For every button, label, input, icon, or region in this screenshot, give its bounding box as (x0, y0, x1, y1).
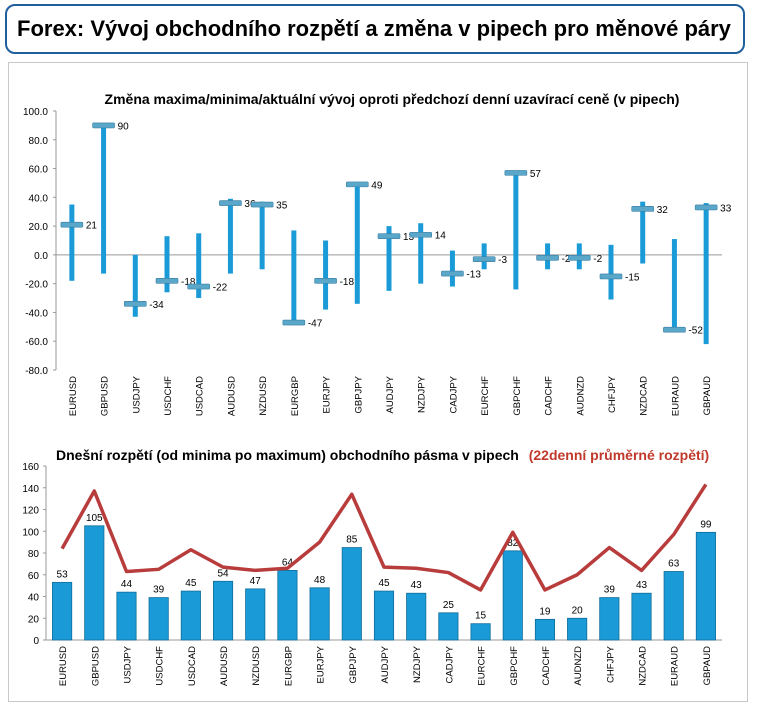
range-category-label: GBPAUD (702, 376, 713, 416)
range-value-label: -18 (181, 277, 196, 288)
range-value-label: 90 (118, 121, 130, 132)
current-marker (377, 233, 401, 239)
range-bar (449, 250, 455, 287)
range-category-label: CADCHF (544, 376, 555, 416)
range-value-label: 36 (244, 199, 256, 210)
range-value-label: -34 (149, 300, 164, 311)
range-bar (101, 123, 107, 274)
current-marker (219, 200, 242, 206)
range-category-label: AUDNZD (575, 376, 586, 416)
range-value-label: -22 (213, 283, 228, 294)
current-marker (155, 277, 179, 284)
range-value-label: -2 (593, 254, 602, 265)
current-marker (282, 319, 306, 326)
range-y-tick-label: 80.0 (29, 136, 49, 147)
range-value-label: -15 (625, 272, 640, 283)
range-category-label: CHFJPY (607, 375, 618, 413)
range-category-label: GBPJPY (353, 375, 364, 413)
range-value-label: 49 (371, 180, 383, 191)
current-marker (694, 204, 718, 211)
current-marker (250, 201, 274, 208)
current-marker (60, 221, 84, 228)
range-value-label: 33 (720, 203, 732, 214)
range-category-label: NZDCAD (639, 376, 650, 416)
range-bar (164, 236, 170, 293)
range-category-label: GBPUSD (100, 376, 111, 416)
range-category-label: USDCAD (195, 376, 206, 416)
range-chart-title: Změna maxima/minima/aktuální vývoj oprot… (105, 91, 680, 107)
range-category-label: NZDJPY (417, 375, 428, 413)
range-value-label: 57 (530, 169, 542, 180)
range-bar (386, 226, 392, 291)
range-value-label: 14 (435, 231, 447, 242)
range-value-label: -52 (688, 326, 703, 337)
range-category-label: USDCHF (163, 376, 174, 416)
range-y-tick-label: 20.0 (29, 222, 49, 233)
range-y-tick-label: 40.0 (29, 193, 49, 204)
range-category-label: EURJPY (322, 375, 333, 413)
range-bar (132, 254, 138, 317)
range-y-tick-label: -60.0 (25, 337, 48, 348)
range-bar (513, 171, 519, 290)
range-y-tick-label: -20.0 (25, 280, 48, 291)
range-value-label: -18 (340, 277, 355, 288)
current-marker (314, 277, 337, 284)
range-category-label: AUDUSD (226, 376, 237, 416)
range-value-label: -47 (308, 319, 323, 330)
current-marker (663, 326, 686, 333)
current-marker (504, 170, 528, 176)
range-y-tick-label: 0.0 (34, 251, 48, 262)
range-category-label: EURCHF (480, 376, 491, 416)
range-bar (608, 244, 614, 300)
current-marker (631, 206, 655, 212)
range-category-label: EURUSD (68, 376, 79, 416)
range-bar (259, 201, 265, 270)
page-title: Forex: Vývoj obchodního rozpětí a změna … (17, 16, 731, 41)
range-y-tick-label: 100.0 (23, 107, 48, 118)
current-marker (345, 181, 369, 188)
range-category-label: NZDUSD (258, 376, 269, 416)
page-header: Forex: Vývoj obchodního rozpětí a změna … (5, 4, 745, 54)
range-bar (354, 182, 360, 304)
range-category-label: EURGBP (290, 376, 301, 416)
range-category-label: CADJPY (448, 375, 459, 413)
current-marker (441, 270, 464, 277)
range-value-label: -13 (466, 270, 481, 281)
range-bar (640, 201, 646, 264)
range-bar (196, 233, 202, 299)
range-category-label: USDJPY (131, 375, 142, 413)
range-bar (323, 240, 329, 310)
range-y-tick-label: -40.0 (25, 308, 48, 319)
range-value-label: 35 (276, 201, 288, 212)
range-bar (671, 239, 677, 330)
range-category-label: GBPCHF (512, 376, 523, 416)
range-value-label: -2 (562, 254, 571, 265)
range-bar (291, 230, 297, 323)
range-bar (418, 223, 424, 284)
range-y-tick-label: -80.0 (25, 366, 48, 377)
range-category-label: AUDJPY (385, 375, 396, 413)
range-value-label: -3 (498, 255, 507, 266)
range-value-label: 21 (86, 221, 98, 232)
range-bar (481, 243, 487, 270)
range-value-label: 13 (403, 232, 415, 243)
current-marker (599, 273, 623, 280)
range-y-tick-label: 60.0 (29, 165, 49, 176)
current-marker (92, 122, 115, 129)
range-category-label: EURAUD (670, 376, 681, 416)
current-marker (567, 254, 591, 261)
range-bar (227, 198, 233, 274)
current-marker (409, 231, 433, 238)
range-bar (69, 204, 75, 281)
current-marker (536, 254, 559, 261)
current-marker (187, 283, 211, 290)
current-marker (472, 256, 496, 263)
range-bar (703, 203, 709, 345)
range-value-label: 32 (657, 205, 669, 216)
current-marker (123, 301, 147, 307)
